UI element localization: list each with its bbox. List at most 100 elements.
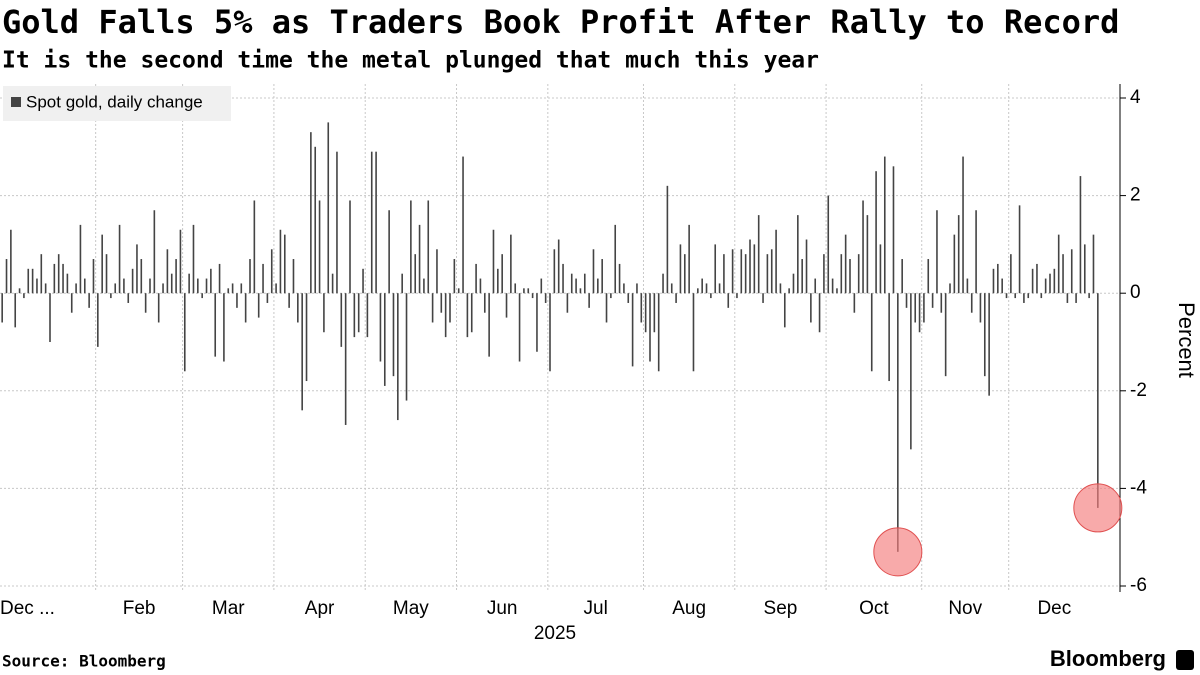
bar bbox=[597, 278, 599, 294]
bar bbox=[27, 268, 30, 294]
bar bbox=[79, 224, 82, 294]
bar bbox=[449, 293, 451, 323]
bar bbox=[397, 293, 399, 421]
bar bbox=[44, 283, 47, 294]
bar bbox=[1088, 293, 1090, 299]
bar bbox=[83, 278, 86, 294]
bar bbox=[731, 249, 734, 294]
bar bbox=[353, 293, 356, 338]
bar bbox=[753, 244, 756, 294]
bar bbox=[710, 293, 712, 299]
bar bbox=[314, 146, 317, 294]
bar bbox=[292, 259, 295, 294]
bar bbox=[166, 249, 169, 294]
bar bbox=[266, 293, 269, 303]
bar bbox=[849, 259, 851, 294]
bar bbox=[666, 185, 669, 294]
bar bbox=[214, 293, 217, 357]
bar bbox=[966, 278, 969, 294]
bar bbox=[497, 268, 499, 294]
bar bbox=[123, 278, 125, 294]
bar bbox=[197, 278, 199, 294]
bar bbox=[792, 273, 795, 294]
bar bbox=[444, 293, 447, 338]
y-tick-label: 0 bbox=[1130, 282, 1141, 303]
bar bbox=[727, 293, 730, 308]
bar bbox=[949, 283, 951, 294]
bar bbox=[140, 259, 143, 294]
bar bbox=[649, 293, 651, 362]
bar bbox=[723, 254, 725, 294]
bar bbox=[436, 249, 438, 294]
bar bbox=[18, 288, 21, 294]
bar bbox=[875, 171, 877, 294]
bar bbox=[218, 263, 221, 294]
bar bbox=[883, 156, 886, 294]
bar bbox=[749, 239, 751, 294]
y-tick-label: 4 bbox=[1130, 87, 1141, 108]
bar bbox=[757, 215, 760, 294]
bar bbox=[1014, 293, 1017, 299]
bar bbox=[979, 293, 982, 323]
bar bbox=[175, 259, 177, 294]
bar bbox=[1070, 249, 1073, 294]
bar bbox=[501, 254, 503, 294]
bar bbox=[923, 293, 925, 323]
bar bbox=[836, 288, 838, 294]
bar bbox=[331, 273, 334, 294]
source: Source: Bloomberg bbox=[2, 652, 166, 671]
bar bbox=[505, 293, 508, 318]
bar bbox=[583, 273, 586, 294]
bar bbox=[653, 293, 656, 333]
bar bbox=[857, 254, 860, 294]
bar bbox=[362, 268, 364, 294]
bar bbox=[610, 293, 612, 299]
x-tick-label: Dec bbox=[1037, 598, 1071, 619]
bar bbox=[479, 278, 482, 294]
bar bbox=[631, 293, 634, 367]
bar bbox=[549, 293, 551, 372]
bar bbox=[957, 215, 960, 294]
bar bbox=[701, 278, 703, 294]
bar bbox=[440, 293, 443, 313]
bar bbox=[1027, 293, 1030, 299]
bar bbox=[118, 224, 121, 294]
bar bbox=[518, 293, 521, 362]
bar bbox=[1023, 293, 1025, 303]
bar bbox=[36, 278, 38, 294]
bar bbox=[801, 259, 803, 294]
brand-icon bbox=[1176, 650, 1194, 670]
bar bbox=[914, 293, 917, 323]
bar bbox=[88, 293, 90, 308]
y-axis-label: Percent bbox=[1174, 302, 1199, 378]
bar bbox=[992, 268, 995, 294]
bar bbox=[179, 229, 182, 294]
bar bbox=[697, 288, 699, 294]
bar bbox=[618, 263, 621, 294]
bar bbox=[92, 259, 95, 294]
x-tick-label: Sep bbox=[764, 598, 798, 619]
bar bbox=[279, 229, 282, 294]
bar bbox=[144, 293, 147, 313]
bar bbox=[414, 254, 417, 294]
bar bbox=[570, 273, 573, 294]
highlight-circle bbox=[873, 527, 923, 577]
bar bbox=[1031, 268, 1034, 294]
bar bbox=[336, 151, 338, 294]
bar bbox=[475, 263, 477, 294]
legend-box bbox=[3, 86, 231, 121]
bar bbox=[805, 239, 808, 294]
bar bbox=[53, 263, 56, 294]
x-tick-label: Oct bbox=[859, 598, 889, 619]
y-tick-label: -2 bbox=[1130, 380, 1147, 401]
bar bbox=[514, 283, 517, 294]
bar bbox=[188, 273, 190, 294]
bar bbox=[492, 229, 495, 294]
bar bbox=[110, 293, 112, 299]
bar bbox=[531, 293, 534, 299]
bar bbox=[775, 229, 777, 294]
bar bbox=[462, 156, 464, 294]
bar bbox=[1018, 205, 1021, 294]
bar bbox=[527, 288, 530, 294]
bar bbox=[592, 249, 595, 294]
